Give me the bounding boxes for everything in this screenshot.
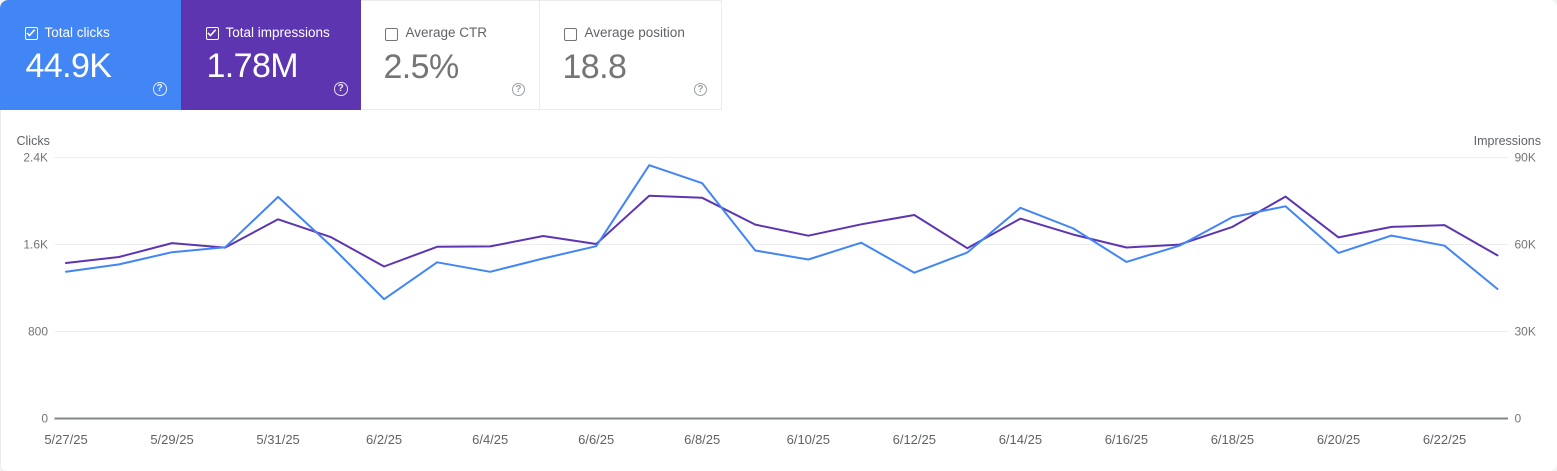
- svg-text:6/2/25: 6/2/25: [366, 432, 402, 447]
- svg-text:Impressions: Impressions: [1474, 134, 1541, 148]
- svg-text:6/6/25: 6/6/25: [578, 432, 614, 447]
- svg-text:6/18/25: 6/18/25: [1211, 432, 1254, 447]
- svg-text:6/10/25: 6/10/25: [787, 432, 830, 447]
- svg-text:30K: 30K: [1515, 325, 1536, 339]
- svg-text:90K: 90K: [1515, 151, 1536, 165]
- svg-text:2.4K: 2.4K: [23, 151, 48, 165]
- svg-text:800: 800: [28, 325, 48, 339]
- svg-text:60K: 60K: [1515, 238, 1536, 252]
- svg-text:6/4/25: 6/4/25: [472, 432, 508, 447]
- svg-text:6/16/25: 6/16/25: [1105, 432, 1148, 447]
- svg-text:0: 0: [41, 412, 48, 426]
- svg-text:Clicks: Clicks: [17, 134, 50, 148]
- svg-text:6/22/25: 6/22/25: [1423, 432, 1466, 447]
- svg-text:5/27/25: 5/27/25: [44, 432, 87, 447]
- svg-text:5/31/25: 5/31/25: [256, 432, 299, 447]
- svg-text:6/14/25: 6/14/25: [999, 432, 1042, 447]
- svg-text:6/8/25: 6/8/25: [684, 432, 720, 447]
- svg-text:0: 0: [1515, 412, 1522, 426]
- svg-text:1.6K: 1.6K: [23, 238, 48, 252]
- svg-text:6/20/25: 6/20/25: [1317, 432, 1360, 447]
- svg-text:5/29/25: 5/29/25: [150, 432, 193, 447]
- svg-text:6/12/25: 6/12/25: [893, 432, 936, 447]
